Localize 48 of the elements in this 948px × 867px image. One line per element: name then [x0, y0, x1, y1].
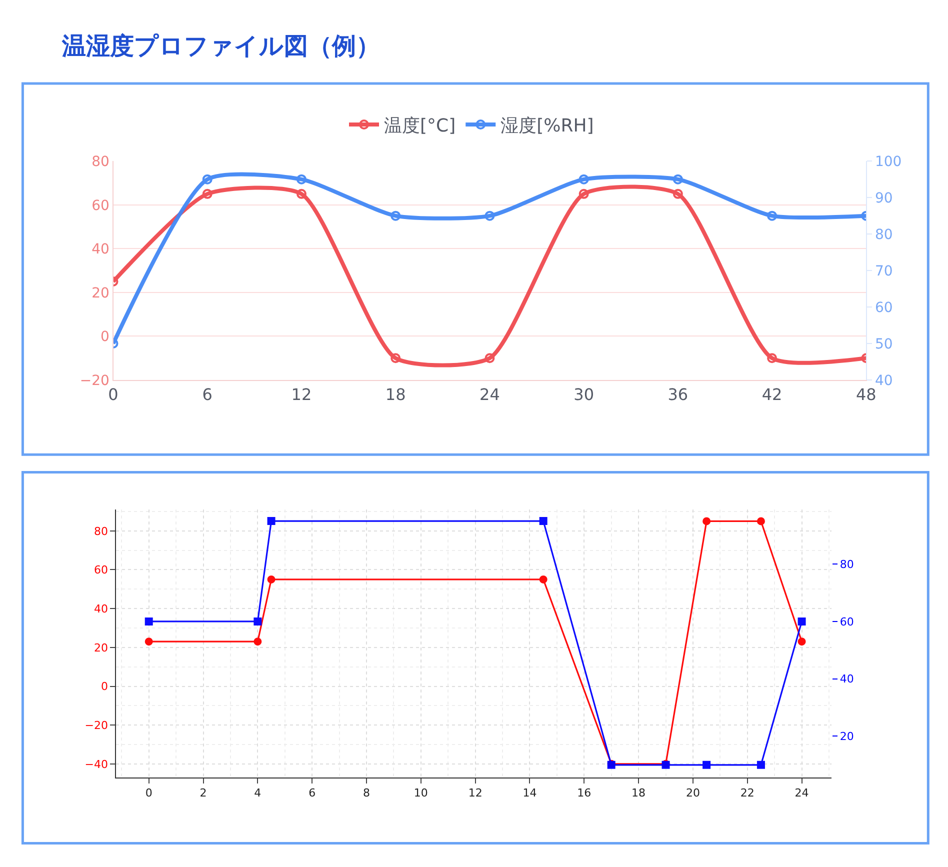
x-tick-label: 36	[668, 385, 688, 404]
y2-tick-label: 50	[874, 336, 893, 352]
y2-tick-label: 80	[874, 226, 893, 243]
y-tick-label: 40	[94, 602, 108, 616]
y-tick-label: 20	[92, 285, 110, 302]
y2-tick-label: 100	[874, 154, 902, 170]
y-tick-label: 60	[92, 198, 110, 214]
y2-tick-label: 40	[840, 672, 854, 686]
x-tick-label: 24	[794, 786, 809, 800]
y-tick-label: 20	[94, 641, 108, 654]
y-tick-label: 80	[92, 154, 110, 170]
x-tick-label: 48	[856, 385, 876, 404]
y-tick-label: 80	[94, 524, 108, 538]
y-tick-label: −20	[84, 718, 108, 732]
x-tick-label: 16	[577, 786, 592, 800]
legend-label: 湿度[%RH]	[500, 116, 594, 137]
x-tick-label: 10	[414, 786, 428, 800]
legend-label: 温度[°C]	[384, 116, 456, 137]
y-tick-label: 40	[92, 242, 110, 258]
x-tick-label: 22	[740, 786, 754, 800]
x-tick-label: 8	[363, 786, 370, 800]
y2-tick-label: 90	[874, 190, 893, 206]
x-tick-label: 20	[686, 786, 700, 800]
x-tick-label: 14	[522, 786, 537, 800]
y2-tick-label: 60	[840, 615, 854, 628]
x-tick-label: 30	[574, 385, 594, 404]
chart-title: 温湿度プロファイル図（例）	[61, 32, 380, 60]
y-tick-label: 60	[94, 564, 108, 577]
x-tick-label: 4	[254, 786, 262, 800]
y-tick-label: −40	[84, 758, 108, 771]
y2-tick-label: 20	[840, 730, 854, 744]
x-tick-label: 12	[468, 786, 482, 800]
x-tick-label: 42	[762, 385, 782, 404]
y2-tick-label: 80	[840, 558, 854, 571]
y2-tick-label: 60	[874, 300, 893, 316]
y2-tick-label: 70	[874, 263, 893, 280]
x-tick-label: 18	[632, 786, 646, 800]
x-tick-label: 6	[202, 385, 212, 404]
x-tick-label: 2	[200, 786, 207, 800]
x-tick-label: 6	[308, 786, 316, 800]
x-tick-label: 0	[145, 786, 152, 800]
y-tick-label: 0	[100, 329, 110, 346]
y-tick-label: −20	[80, 372, 110, 389]
y-tick-label: 0	[101, 680, 108, 694]
x-tick-label: 12	[291, 385, 312, 404]
x-tick-label: 18	[385, 385, 406, 404]
x-tick-label: 24	[480, 385, 500, 404]
y2-tick-label: 40	[874, 372, 893, 389]
